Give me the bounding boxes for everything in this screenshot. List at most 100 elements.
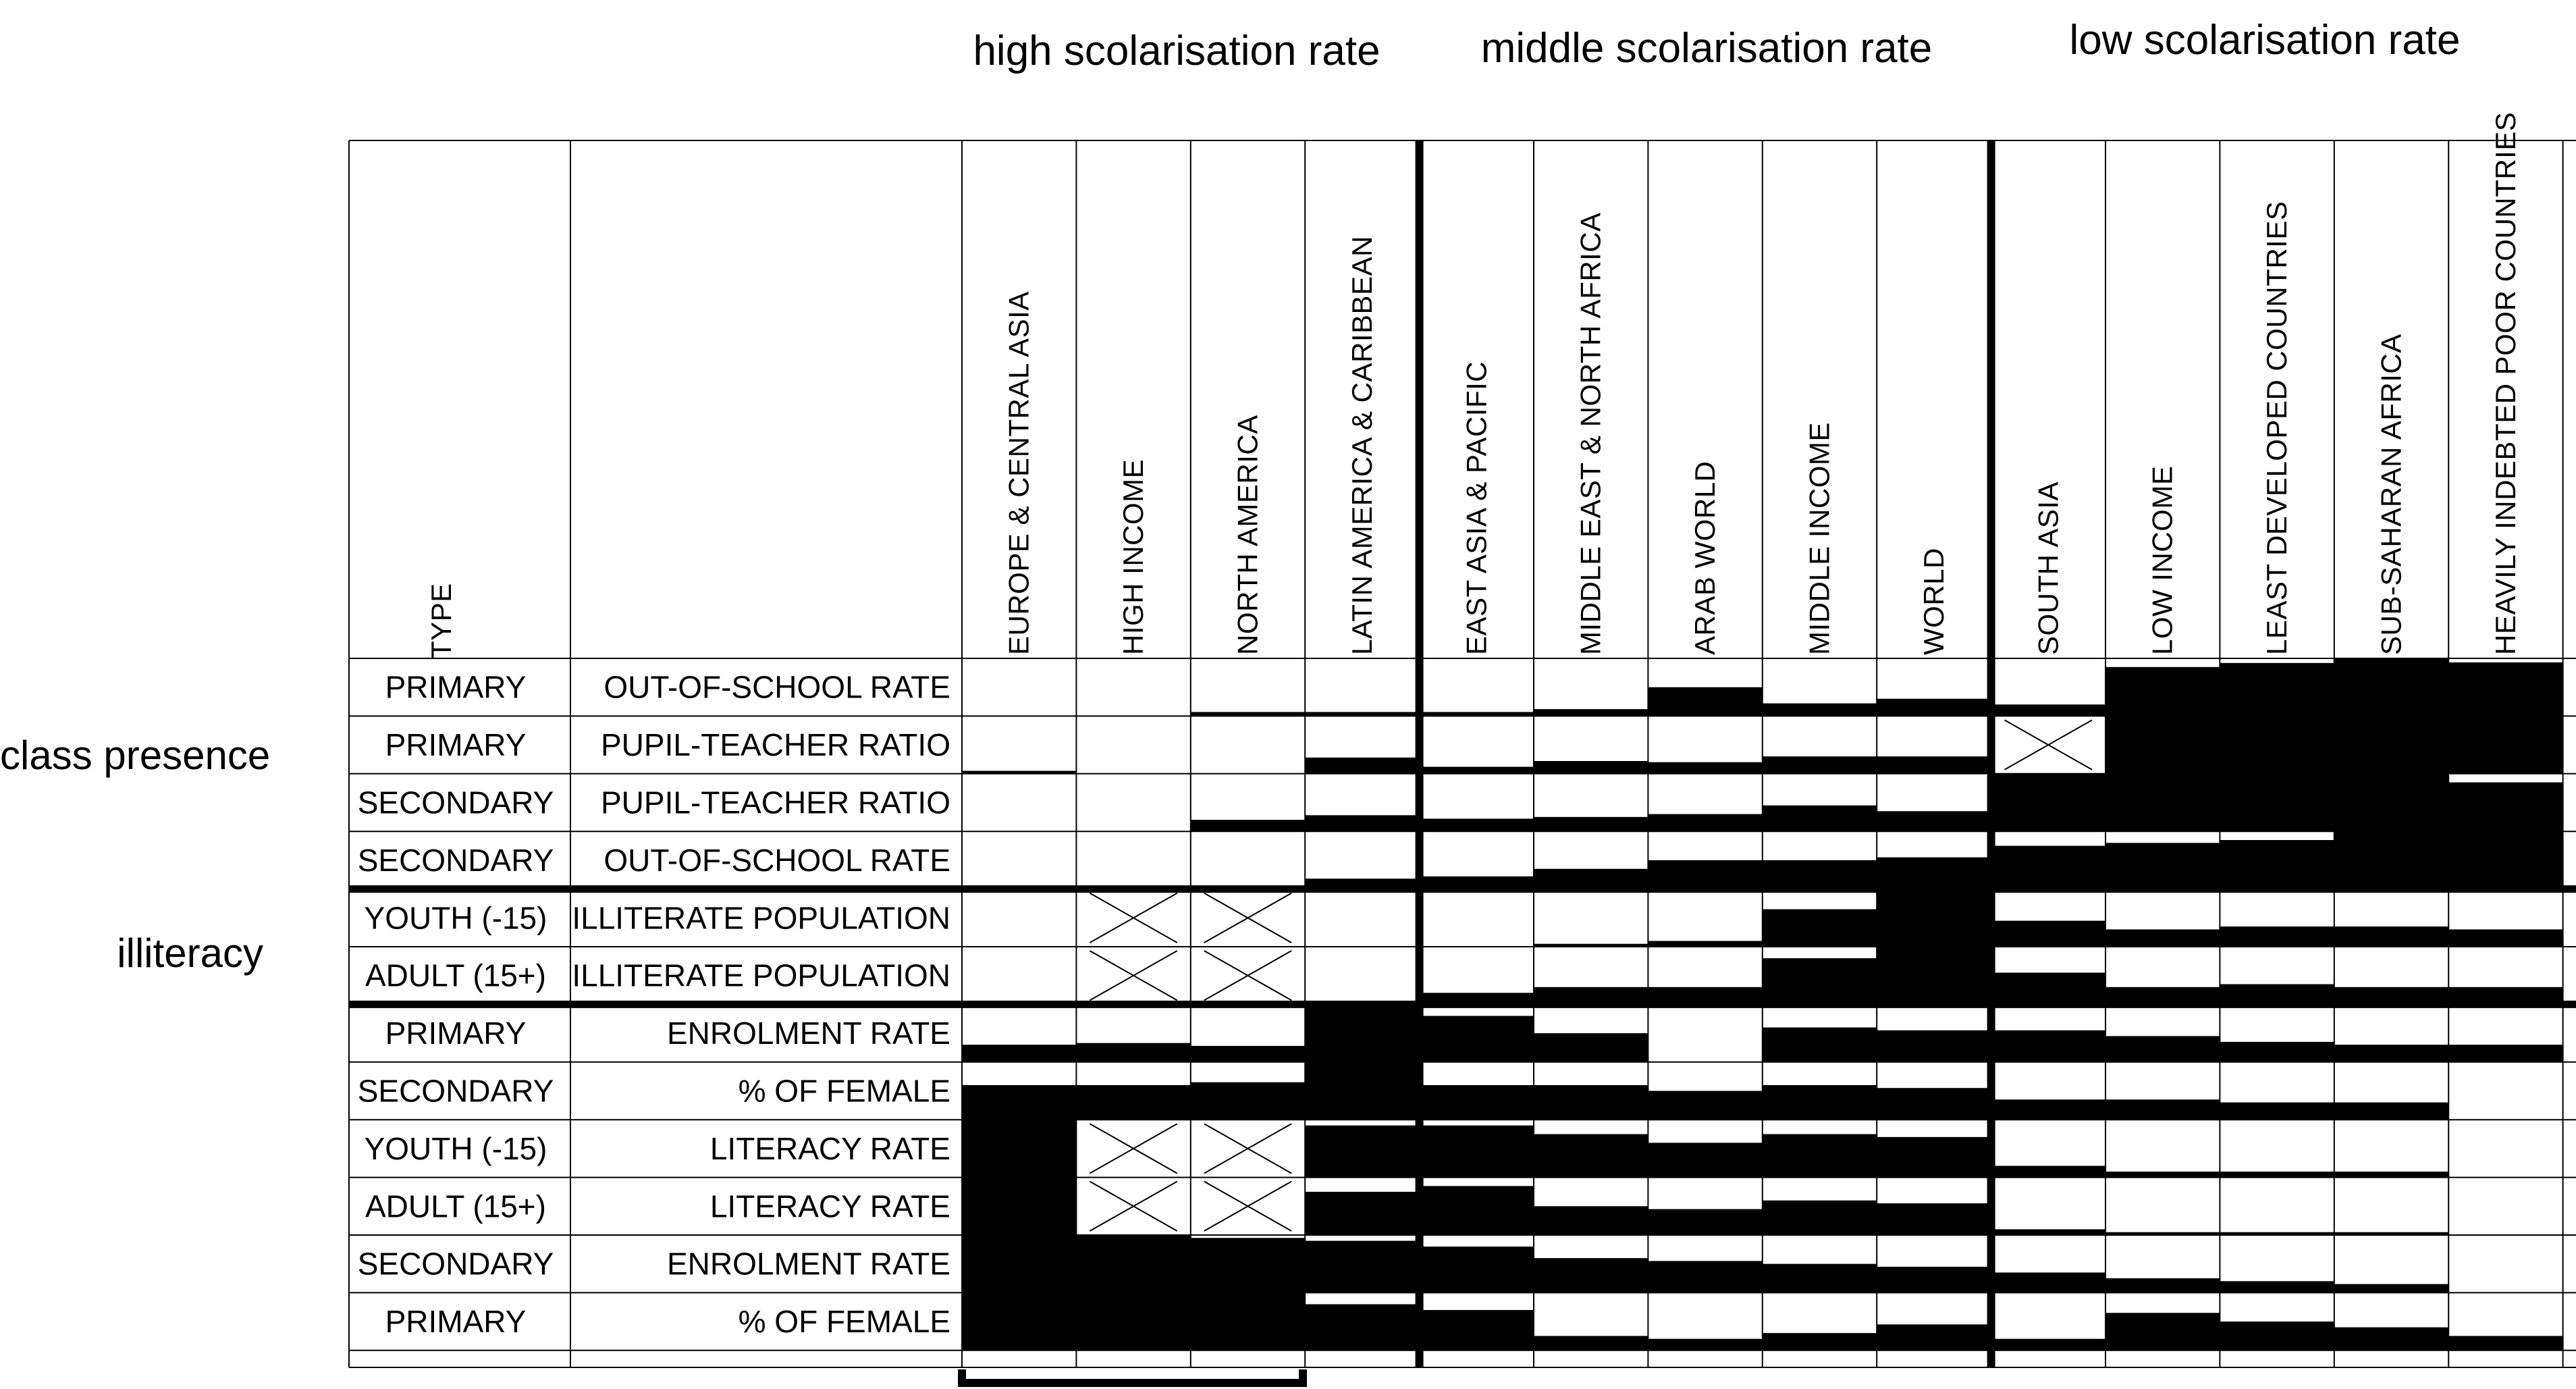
- fill-bar: [2220, 840, 2334, 889]
- group-title-low: low scolarisation rate: [2070, 17, 2461, 63]
- row-type-label: SECONDARY: [358, 1074, 554, 1109]
- fill-bar: [2220, 773, 2334, 832]
- fill-bar: [1762, 1134, 1877, 1178]
- fill-bar: [2334, 773, 2449, 832]
- fill-bar: [1991, 845, 2105, 889]
- fill-bar: [2448, 831, 2563, 889]
- column-header: WORLD: [1918, 548, 1950, 655]
- type-header: TYPE: [425, 583, 457, 658]
- fill-bar: [1419, 1125, 1534, 1178]
- fill-bar: [1305, 1304, 1420, 1351]
- no-data-cross: [1204, 950, 1292, 1001]
- fill-bar: [2105, 1099, 2220, 1120]
- fill-bar: [2334, 1172, 2449, 1178]
- fill-bar: [1762, 1200, 1877, 1235]
- fill-bar: [1534, 1134, 1648, 1178]
- fill-bar: [1762, 1084, 1877, 1120]
- fill-bar: [962, 1292, 1077, 1351]
- fill-bar: [1877, 1266, 1991, 1293]
- fill-bar: [962, 1177, 1077, 1235]
- fill-bar: [1991, 1338, 2105, 1351]
- fill-bar: [962, 1084, 1077, 1120]
- row-indicator-label: % OF FEMALE: [739, 1304, 950, 1339]
- no-data-cross: [1089, 1180, 1178, 1232]
- column-header: HEAVILY INDEBTED POOR COUNTRIES: [2490, 112, 2521, 655]
- row-type-label: YOUTH (-15): [365, 1131, 547, 1166]
- row-indicator-label: LITERACY RATE: [710, 1131, 950, 1166]
- fill-bar: [1762, 1263, 1877, 1293]
- fill-bar: [2334, 1045, 2449, 1062]
- side-label-class-presence: class presence: [0, 733, 270, 778]
- row-indicator-label: ENROLMENT RATE: [667, 1247, 950, 1282]
- fill-bar: [1534, 709, 1648, 716]
- fill-bar: [1991, 773, 2105, 832]
- column-header: MIDDLE EAST & NORTH AFRICA: [1575, 212, 1607, 655]
- fill-bar: [1648, 1261, 1763, 1293]
- fill-bar: [1419, 1310, 1534, 1351]
- no-data-cross: [1089, 950, 1178, 1001]
- fill-bar: [2220, 926, 2334, 947]
- row-type-label: PRIMARY: [385, 1016, 527, 1051]
- fill-bar: [2448, 929, 2563, 947]
- fill-bar: [1877, 889, 1991, 947]
- column-header: EAST ASIA & PACIFIC: [1460, 361, 1492, 655]
- row-type-label: SECONDARY: [358, 843, 554, 878]
- fill-bar: [1534, 761, 1648, 774]
- fill-bar: [2105, 1172, 2220, 1178]
- fill-bar: [962, 770, 1077, 774]
- fill-bar: [2105, 929, 2220, 947]
- row-indicator-label: PUPIL-TEACHER RATIO: [601, 727, 950, 762]
- fill-bar: [1305, 1240, 1420, 1293]
- row-indicator-label: OUT-OF-SCHOOL RATE: [603, 843, 950, 878]
- fill-bar: [1877, 947, 1991, 1005]
- fill-bar: [962, 1120, 1077, 1178]
- row-type-label: SECONDARY: [358, 1247, 554, 1282]
- column-header: EUROPE & CENTRAL ASIA: [1003, 291, 1035, 655]
- fill-bar: [1762, 703, 1877, 716]
- column-header: MIDDLE INCOME: [1804, 422, 1835, 655]
- fill-bar: [2220, 1232, 2334, 1235]
- fill-bar: [2334, 831, 2449, 889]
- fill-bar: [1305, 1191, 1420, 1235]
- fill-bar: [1991, 1272, 2105, 1293]
- high-group-bracket: [958, 1369, 1307, 1387]
- fill-bar: [1877, 698, 1991, 716]
- column-headers: EUROPE & CENTRAL ASIA HIGH INCOME NORTH AM…: [1003, 112, 2521, 655]
- fill-bar: [2448, 1045, 2563, 1062]
- fill-bar: [1305, 757, 1420, 774]
- fill-bar: [1877, 1030, 1991, 1062]
- column-header: LOW INCOME: [2147, 466, 2178, 655]
- fill-bar: [1534, 1206, 1648, 1235]
- row-type-label: SECONDARY: [358, 785, 554, 820]
- no-data-cross: [2004, 719, 2093, 770]
- fill-bar: [1648, 1091, 1763, 1120]
- column-header: NORTH AMERICA: [1232, 415, 1264, 655]
- fill-bar: [1419, 766, 1534, 774]
- group-title-high: high scolarisation rate: [973, 28, 1380, 74]
- fill-bar: [2220, 1102, 2334, 1120]
- row-indicator-label: ILLITERATE POPULATION: [572, 958, 950, 993]
- fill-bar: [1419, 1247, 1534, 1293]
- fill-bar: [1991, 1229, 2105, 1235]
- no-data-cross: [1204, 1123, 1292, 1174]
- row-indicator-label: % OF FEMALE: [739, 1074, 950, 1109]
- fill-bar: [1419, 1016, 1534, 1062]
- fill-bar: [1534, 1033, 1648, 1062]
- fill-bar: [2448, 716, 2563, 774]
- fill-bar: [2334, 716, 2449, 774]
- fill-bar: [2105, 1232, 2220, 1235]
- fill-bar: [1305, 712, 1420, 716]
- fill-bar: [1648, 814, 1763, 832]
- fill-bar: [1877, 857, 1991, 889]
- fill-bar: [2334, 1327, 2449, 1351]
- fill-bar: [1877, 811, 1991, 832]
- fill-bar: [2105, 666, 2220, 716]
- row-indicator-label: OUT-OF-SCHOOL RATE: [603, 670, 950, 705]
- fill-bar: [1076, 1292, 1191, 1351]
- fill-bar: [1534, 816, 1648, 832]
- fill-bar: [1419, 712, 1534, 716]
- fill-bar: [1762, 860, 1877, 889]
- table-grid: [348, 140, 2576, 1368]
- column-header: SUB-SAHARAN AFRICA: [2376, 334, 2407, 655]
- no-data-cross: [1089, 1123, 1178, 1174]
